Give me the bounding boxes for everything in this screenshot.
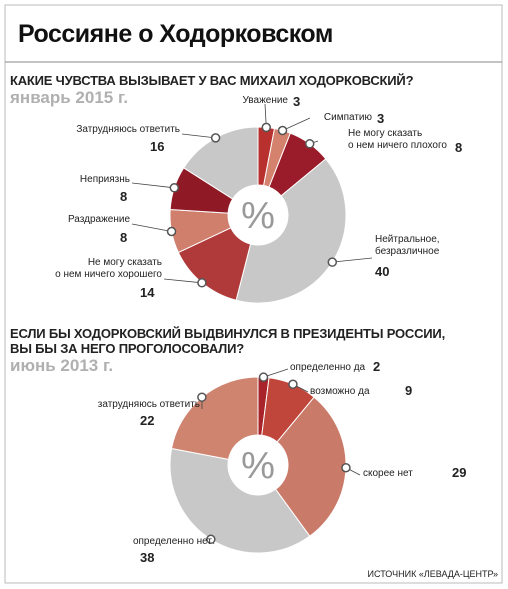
category-label: затрудняюсь ответить [97, 399, 200, 410]
value-label: 3 [293, 94, 301, 109]
leader-line [163, 278, 202, 284]
donut-segment [274, 396, 347, 537]
value-label: 2 [373, 359, 381, 374]
leader-line [181, 133, 216, 139]
category-label: Неприязнь [79, 174, 130, 185]
leader-line [282, 117, 311, 131]
category-label: Не могу сказать о нем ничего плохого [348, 128, 447, 151]
category-label: возможно да [310, 386, 370, 397]
value-label: 22 [140, 413, 155, 428]
chart-title: КАКИЕ ЧУВСТВА ВЫЗЫВАЕТ У ВАС МИХАИЛ ХОДО… [10, 73, 414, 88]
center-label: % [241, 445, 275, 487]
label-dot [327, 257, 338, 267]
donut-segment [169, 447, 311, 554]
donut-segment [170, 376, 259, 460]
value-label: 8 [120, 189, 128, 204]
leader-line [131, 182, 175, 189]
category-label: определенно да [290, 362, 366, 373]
category-label: определенно нет [132, 536, 212, 547]
value-label: 8 [455, 140, 463, 155]
chart-subtitle: июнь 2013 г. [10, 356, 114, 375]
category-label: Симпатию [323, 112, 372, 123]
value-label: 40 [375, 264, 390, 279]
label-dot [197, 392, 207, 402]
label-dot [210, 133, 221, 143]
category-label: скорее нет [363, 468, 413, 479]
leader-line [131, 223, 172, 232]
value-label: 29 [452, 465, 467, 480]
category-label: Нейтральное, безразличное [375, 234, 440, 257]
value-label: 14 [140, 285, 155, 300]
frame [4, 4, 503, 584]
label-dot [277, 125, 288, 136]
value-label: 16 [150, 139, 165, 154]
label-dot [169, 183, 180, 193]
label-dot [288, 379, 298, 389]
source: ИСТОЧНИК «ЛЕВАДА-ЦЕНТР» [367, 569, 498, 579]
label-dot [206, 534, 216, 545]
value-label: 8 [120, 230, 128, 245]
label-dot [197, 278, 207, 288]
category-label: Раздражение [67, 214, 130, 225]
value-label: 38 [140, 550, 155, 565]
category-label: Затрудняюсь ответить [76, 124, 180, 135]
main-title: Россияне о Ходорковском [18, 20, 333, 48]
chart-title: ЕСЛИ БЫ ХОДОРКОВСКИЙ ВЫДВИНУЛСЯ В ПРЕЗИД… [10, 326, 445, 356]
center-label: % [241, 195, 275, 237]
label-dot [166, 226, 177, 237]
donut-segment [235, 158, 347, 304]
value-label: 3 [377, 111, 385, 126]
value-label: 9 [405, 383, 413, 398]
leader-line [332, 257, 373, 263]
chart-subtitle: январь 2015 г. [10, 88, 129, 107]
label-dot [304, 139, 315, 149]
category-label: Уважение [242, 95, 288, 106]
label-dot [258, 372, 269, 382]
donut-segment [183, 126, 259, 200]
label-dot [341, 463, 351, 473]
label-dot [261, 122, 272, 133]
category-label: Не могу сказать о нем ничего хорошего [55, 257, 162, 280]
